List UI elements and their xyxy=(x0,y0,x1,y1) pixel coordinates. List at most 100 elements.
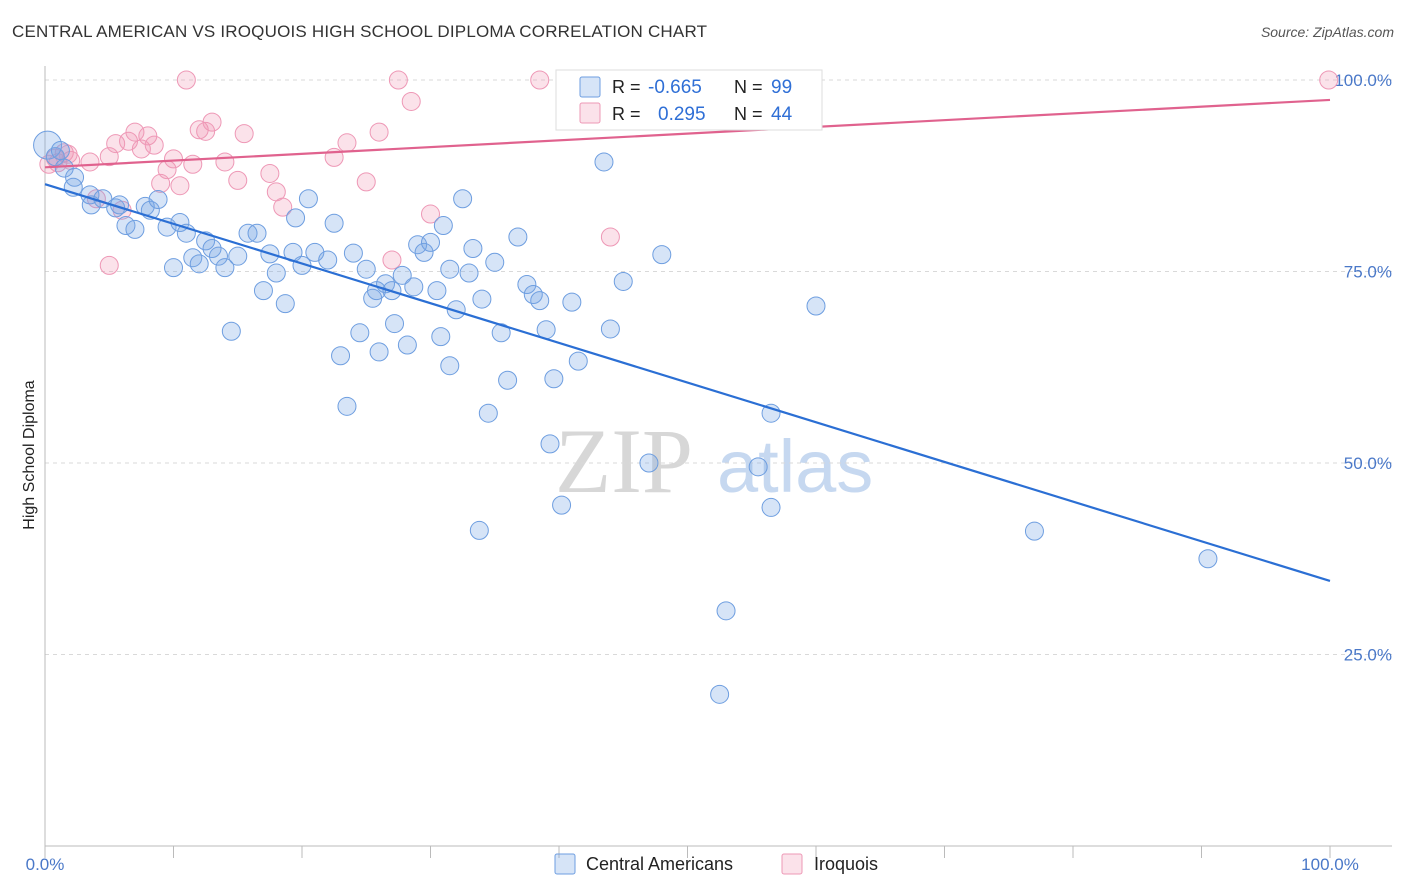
central-american-point xyxy=(433,216,453,236)
iroquois-point xyxy=(215,152,235,172)
iroquois-point xyxy=(273,197,293,217)
central-american-point xyxy=(716,601,736,621)
central-american-point xyxy=(594,152,614,172)
stats-swatch-central-americans xyxy=(579,76,601,98)
central-american-point xyxy=(421,232,440,252)
central-american-point xyxy=(748,457,768,477)
iroquois-point xyxy=(138,126,158,146)
central-american-point xyxy=(761,497,781,517)
central-american-point xyxy=(356,259,376,279)
iroquois-point xyxy=(356,172,376,192)
iroquois-trendline xyxy=(44,98,1331,169)
central-american-point xyxy=(247,223,267,243)
iroquois-point xyxy=(421,204,440,224)
iroquois-point xyxy=(164,149,183,169)
legend-swatch-central-americans xyxy=(554,853,576,875)
central-american-point xyxy=(440,356,460,376)
central-american-point xyxy=(228,246,248,266)
central-american-point xyxy=(125,219,145,239)
central-american-point xyxy=(1024,521,1044,541)
central-american-point xyxy=(568,351,588,371)
central-american-point xyxy=(463,239,483,259)
central-american-point xyxy=(65,167,85,187)
iroquois-point xyxy=(183,154,203,174)
stats-n-value-1: 99 xyxy=(771,77,792,98)
central-american-point xyxy=(485,252,505,272)
central-american-point xyxy=(806,296,826,316)
central-american-point xyxy=(600,319,620,339)
y-tick-label: 100.0% xyxy=(1334,71,1392,90)
central-american-point xyxy=(385,314,405,334)
y-tick-label: 50.0% xyxy=(1344,454,1392,473)
central-american-point xyxy=(478,403,498,423)
central-american-point xyxy=(517,275,537,295)
iroquois-point xyxy=(337,133,357,153)
central-american-point xyxy=(33,130,63,160)
central-american-point xyxy=(392,265,412,285)
y-tick-label: 25.0% xyxy=(1344,646,1392,665)
central-american-point xyxy=(540,434,560,454)
iroquois-point xyxy=(369,122,389,142)
central-american-point xyxy=(189,254,209,274)
central-american-point xyxy=(275,294,295,314)
x-tick-label-min: 0.0% xyxy=(26,855,65,874)
central-american-point xyxy=(472,289,492,309)
y-tick-labels: 25.0% 50.0% 75.0% 100.0% xyxy=(1334,71,1392,665)
central-american-point xyxy=(414,242,434,262)
stats-n-label-2: N = xyxy=(734,104,763,124)
iroquois-point xyxy=(1319,70,1339,90)
central-american-point xyxy=(324,213,344,233)
central-american-trendline xyxy=(44,183,1331,583)
iroquois-point xyxy=(600,227,620,247)
y-axis-title: High School Diploma xyxy=(21,380,38,530)
central-american-point xyxy=(544,369,564,389)
central-american-point xyxy=(639,453,659,473)
central-american-point xyxy=(286,208,306,228)
central-american-point xyxy=(202,239,222,259)
central-american-point xyxy=(208,246,228,266)
central-american-point xyxy=(427,281,447,301)
stats-n-label-1: N = xyxy=(734,77,763,97)
central-american-point xyxy=(1198,549,1218,569)
iroquois-point xyxy=(401,91,421,111)
central-american-point xyxy=(350,323,370,343)
central-american-point xyxy=(446,300,466,320)
watermark-atlas: atlas xyxy=(717,425,873,508)
central-american-points xyxy=(33,70,1218,704)
central-american-point xyxy=(710,684,730,704)
stats-legend: R = -0.665 N = 99 R = 0.295 N = 44 xyxy=(555,69,823,131)
central-american-point xyxy=(337,396,357,416)
iroquois-point xyxy=(388,70,408,90)
axes xyxy=(44,66,1392,847)
iroquois-point xyxy=(382,250,402,270)
iroquois-point xyxy=(260,163,280,183)
central-american-point xyxy=(318,250,338,270)
stats-r-label-1: R = xyxy=(612,77,641,97)
stats-r-value-2: 0.295 xyxy=(658,104,706,125)
central-american-point xyxy=(453,189,473,209)
central-american-point xyxy=(440,259,460,279)
gridlines xyxy=(45,79,1392,655)
central-american-point xyxy=(369,342,389,362)
central-american-point xyxy=(50,140,70,160)
central-american-point xyxy=(431,327,451,347)
chart-title: CENTRAL AMERICAN VS IROQUOIS HIGH SCHOOL… xyxy=(12,22,708,41)
central-american-point xyxy=(459,263,479,283)
central-american-point xyxy=(343,243,363,263)
legend-swatch-iroquois xyxy=(781,853,803,875)
central-american-point xyxy=(298,189,318,209)
central-american-point xyxy=(491,323,511,343)
x-tick-label-max: 100.0% xyxy=(1301,855,1359,874)
central-american-point xyxy=(562,292,582,312)
legend-label-iroquois: Iroquois xyxy=(814,854,878,874)
iroquois-point xyxy=(196,121,216,141)
iroquois-point xyxy=(176,70,196,90)
central-american-point xyxy=(498,370,518,390)
central-american-point xyxy=(397,335,417,355)
iroquois-point xyxy=(234,124,254,144)
iroquois-point xyxy=(170,176,190,196)
iroquois-point xyxy=(202,112,222,132)
x-ticks xyxy=(44,846,1331,858)
central-american-point xyxy=(404,277,424,297)
